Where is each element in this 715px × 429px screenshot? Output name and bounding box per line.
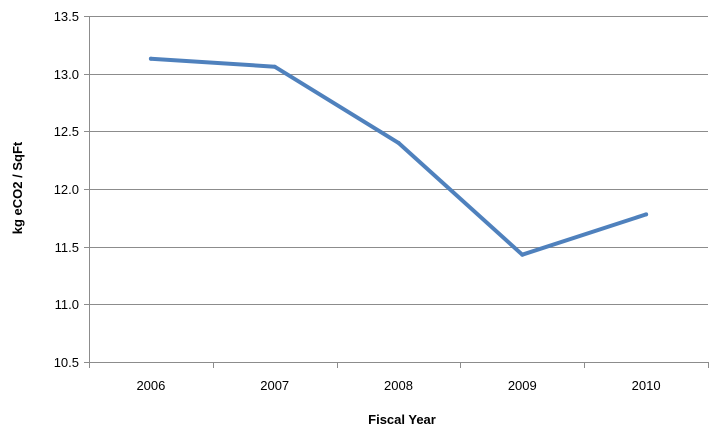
data-point-2008: [396, 140, 401, 145]
x-tick-label: 2006: [136, 378, 165, 393]
y-tick-label: 13.0: [54, 67, 79, 82]
x-tick-label: 2008: [384, 378, 413, 393]
x-tick-labels: 2006 2007 2008 2009 2010: [136, 378, 660, 393]
x-tick-label: 2010: [632, 378, 661, 393]
x-tick-label: 2007: [260, 378, 289, 393]
y-tick-label: 11.0: [55, 297, 79, 312]
data-point-2007: [272, 64, 277, 69]
y-tick-label: 13.5: [54, 9, 79, 24]
x-tick-label: 2009: [508, 378, 537, 393]
y-axis-title: kg eCO2 / SqFt: [10, 141, 25, 234]
data-point-2009: [520, 252, 525, 257]
data-point-2010: [644, 212, 649, 217]
data-point-2006: [148, 56, 153, 61]
series-layer: [148, 56, 649, 257]
y-tick-labels: 10.5 11.0 11.5 12.0 12.5 13.0 13.5: [54, 9, 79, 370]
gridlines: [89, 16, 708, 363]
series-line: [148, 56, 649, 257]
y-tick-label: 12.0: [54, 182, 79, 197]
y-tick-label: 12.5: [54, 124, 79, 139]
x-axis-title: Fiscal Year: [368, 412, 436, 427]
axes: [84, 16, 709, 368]
y-tick-label: 11.5: [55, 240, 79, 255]
y-tick-label: 10.5: [54, 355, 79, 370]
